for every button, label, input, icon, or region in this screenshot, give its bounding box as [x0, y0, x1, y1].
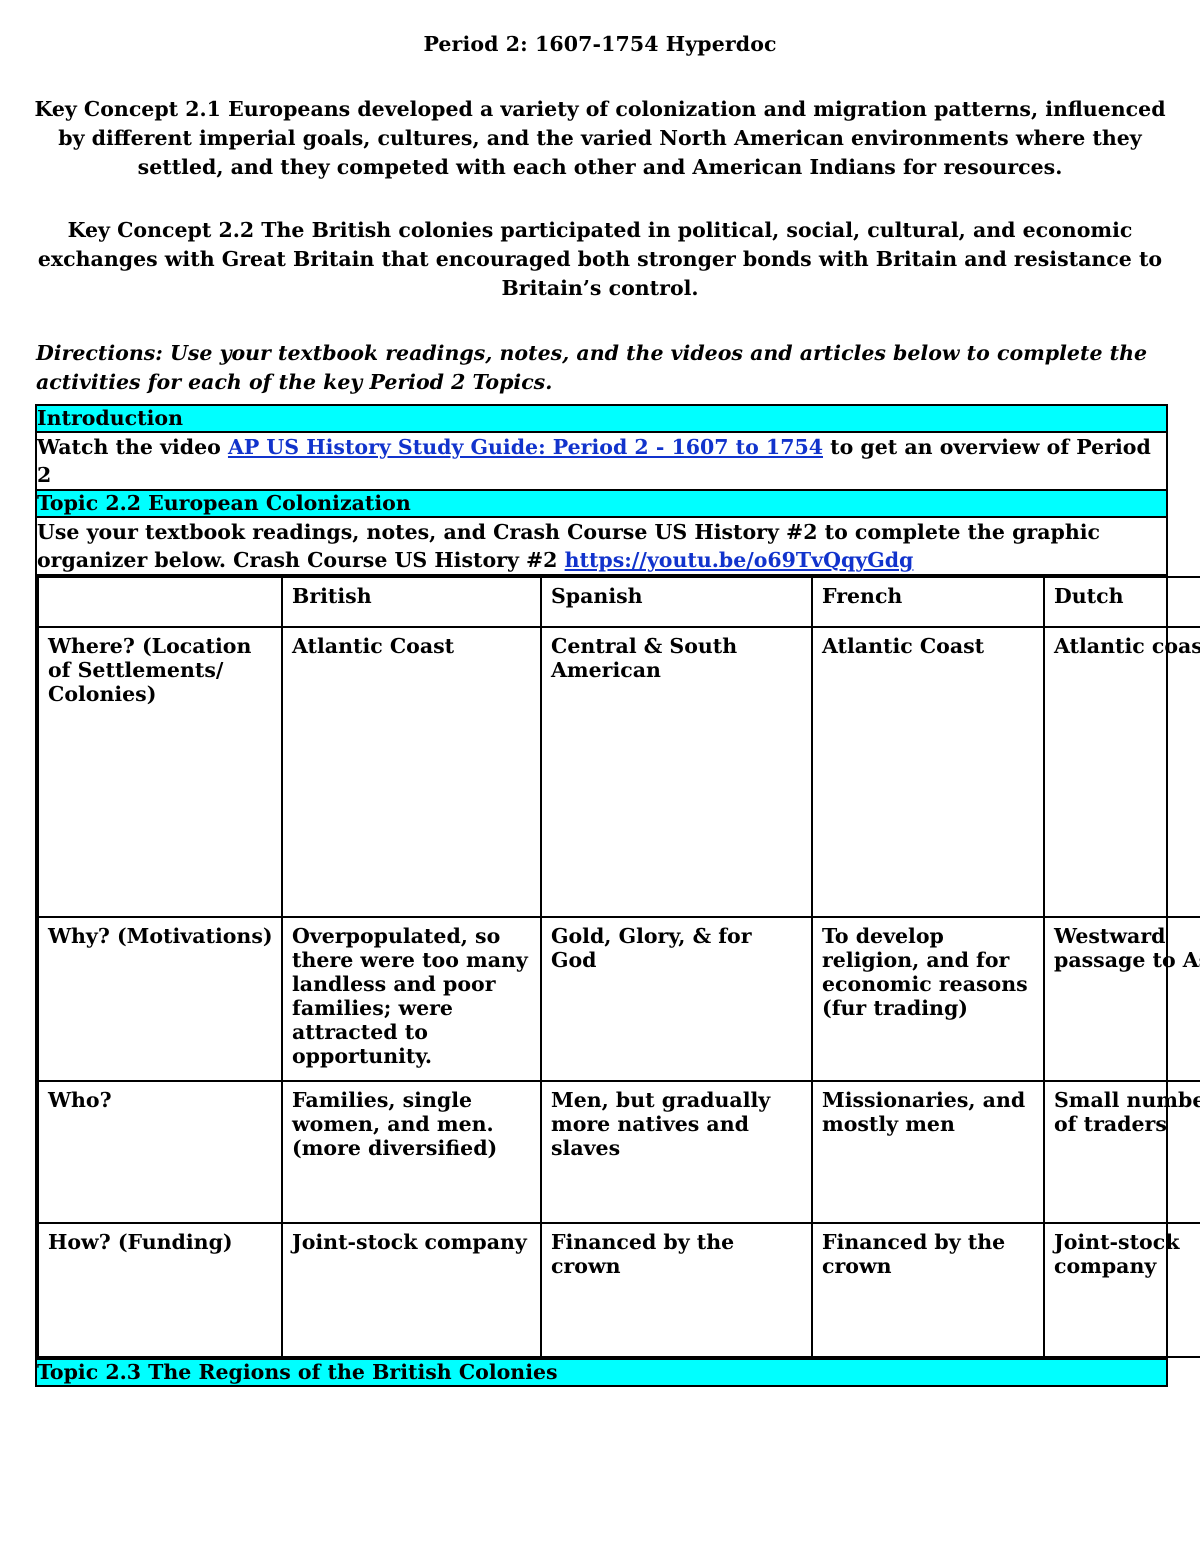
- key-concept-2-1: Key Concept 2.1 Europeans developed a va…: [34, 96, 1166, 179]
- organizer-header-row: British Spanish French Dutch: [37, 576, 1200, 629]
- organizer-column-header-dutch: Dutch: [1043, 576, 1200, 629]
- organizer-cell-where-spanish[interactable]: Central & South American: [540, 626, 813, 919]
- organizer-cell-where-british[interactable]: Atlantic Coast: [281, 626, 542, 919]
- topic-2-2-band-row: Topic 2.2 European Colonization: [35, 489, 1168, 518]
- introduction-body-row: Watch the video AP US History Study Guid…: [35, 430, 1168, 492]
- topic-2-2-body-row: Use your textbook readings, notes, and C…: [35, 515, 1168, 577]
- organizer-cell-who-dutch[interactable]: Small numbers of traders: [1043, 1080, 1200, 1225]
- topic-2-2-text-prefix: Use your textbook readings, notes, and C…: [37, 519, 1101, 573]
- organizer-cell-why-dutch[interactable]: Westward passage to Asia: [1043, 916, 1200, 1083]
- directions-paragraph: Directions: Use your textbook readings, …: [36, 341, 1148, 394]
- organizer-row-label-where: Where? (Location of Settlements/ Colonie…: [37, 626, 283, 919]
- topic-2-2-body: Use your textbook readings, notes, and C…: [35, 515, 1168, 577]
- organizer-cell-how-spanish[interactable]: Financed by the crown: [540, 1222, 813, 1359]
- hyperdoc-table: Introduction Watch the video AP US Histo…: [35, 404, 1200, 1387]
- organizer-cell-how-british[interactable]: Joint-stock company: [281, 1222, 542, 1359]
- organizer-cell-who-spanish[interactable]: Men, but gradually more natives and slav…: [540, 1080, 813, 1225]
- topic-2-3-band: Topic 2.3 The Regions of the British Col…: [35, 1358, 1168, 1387]
- introduction-text-prefix: Watch the video: [37, 434, 228, 459]
- introduction-text-suffix: to get an overview of Period 2: [37, 434, 1151, 487]
- page-title: Period 2: 1607-1754 Hyperdoc: [423, 32, 777, 56]
- organizer-column-header-british: British: [281, 576, 542, 629]
- ap-us-history-study-guide-link[interactable]: AP US History Study Guide: Period 2 - 16…: [227, 434, 823, 459]
- organizer-row-label-how: How? (Funding): [37, 1222, 283, 1359]
- introduction-band: Introduction: [35, 404, 1168, 433]
- organizer-cell-how-french[interactable]: Financed by the crown: [811, 1222, 1045, 1359]
- organizer-row-who: Who? Families, single women, and men. (m…: [37, 1080, 1200, 1225]
- organizer-row: British Spanish French Dutch Where? (Loc…: [35, 574, 1200, 1361]
- topic-2-3-band-row: Topic 2.3 The Regions of the British Col…: [35, 1358, 1168, 1387]
- organizer-row-label-who: Who?: [37, 1080, 283, 1225]
- key-concept-2-2: Key Concept 2.2 The British colonies par…: [37, 217, 1163, 301]
- organizer-row-where: Where? (Location of Settlements/ Colonie…: [37, 626, 1200, 919]
- crash-course-youtube-link[interactable]: https://youtu.be/o69TvQqyGdg: [564, 548, 914, 573]
- organizer-cell-why-french[interactable]: To develop religion, and for economic re…: [811, 916, 1045, 1083]
- introduction-body: Watch the video AP US History Study Guid…: [35, 430, 1168, 492]
- colonization-graphic-organizer: British Spanish French Dutch Where? (Loc…: [37, 576, 1200, 1359]
- organizer-column-header-french: French: [811, 576, 1045, 629]
- topic-2-2-band: Topic 2.2 European Colonization: [35, 489, 1168, 518]
- organizer-cell-why-spanish[interactable]: Gold, Glory, & for God: [540, 916, 813, 1083]
- organizer-cell-who-french[interactable]: Missionaries, and mostly men: [811, 1080, 1045, 1225]
- organizer-column-header-spanish: Spanish: [540, 576, 813, 629]
- organizer-row-how: How? (Funding) Joint-stock company Finan…: [37, 1222, 1200, 1359]
- organizer-cell-why-british[interactable]: Overpopulated, so there were too many la…: [281, 916, 542, 1083]
- organizer-row-why: Why? (Motivations) Overpopulated, so the…: [37, 916, 1200, 1083]
- organizer-corner-cell: [37, 576, 283, 629]
- organizer-cell-who-british[interactable]: Families, single women, and men. (more d…: [281, 1080, 542, 1225]
- organizer-container: British Spanish French Dutch Where? (Loc…: [35, 574, 1200, 1361]
- introduction-band-row: Introduction: [35, 404, 1168, 433]
- organizer-cell-how-dutch[interactable]: Joint-stock company: [1043, 1222, 1200, 1359]
- organizer-row-label-why: Why? (Motivations): [37, 916, 283, 1083]
- organizer-cell-where-french[interactable]: Atlantic Coast: [811, 626, 1045, 919]
- organizer-cell-where-dutch[interactable]: Atlantic coast: [1043, 626, 1200, 919]
